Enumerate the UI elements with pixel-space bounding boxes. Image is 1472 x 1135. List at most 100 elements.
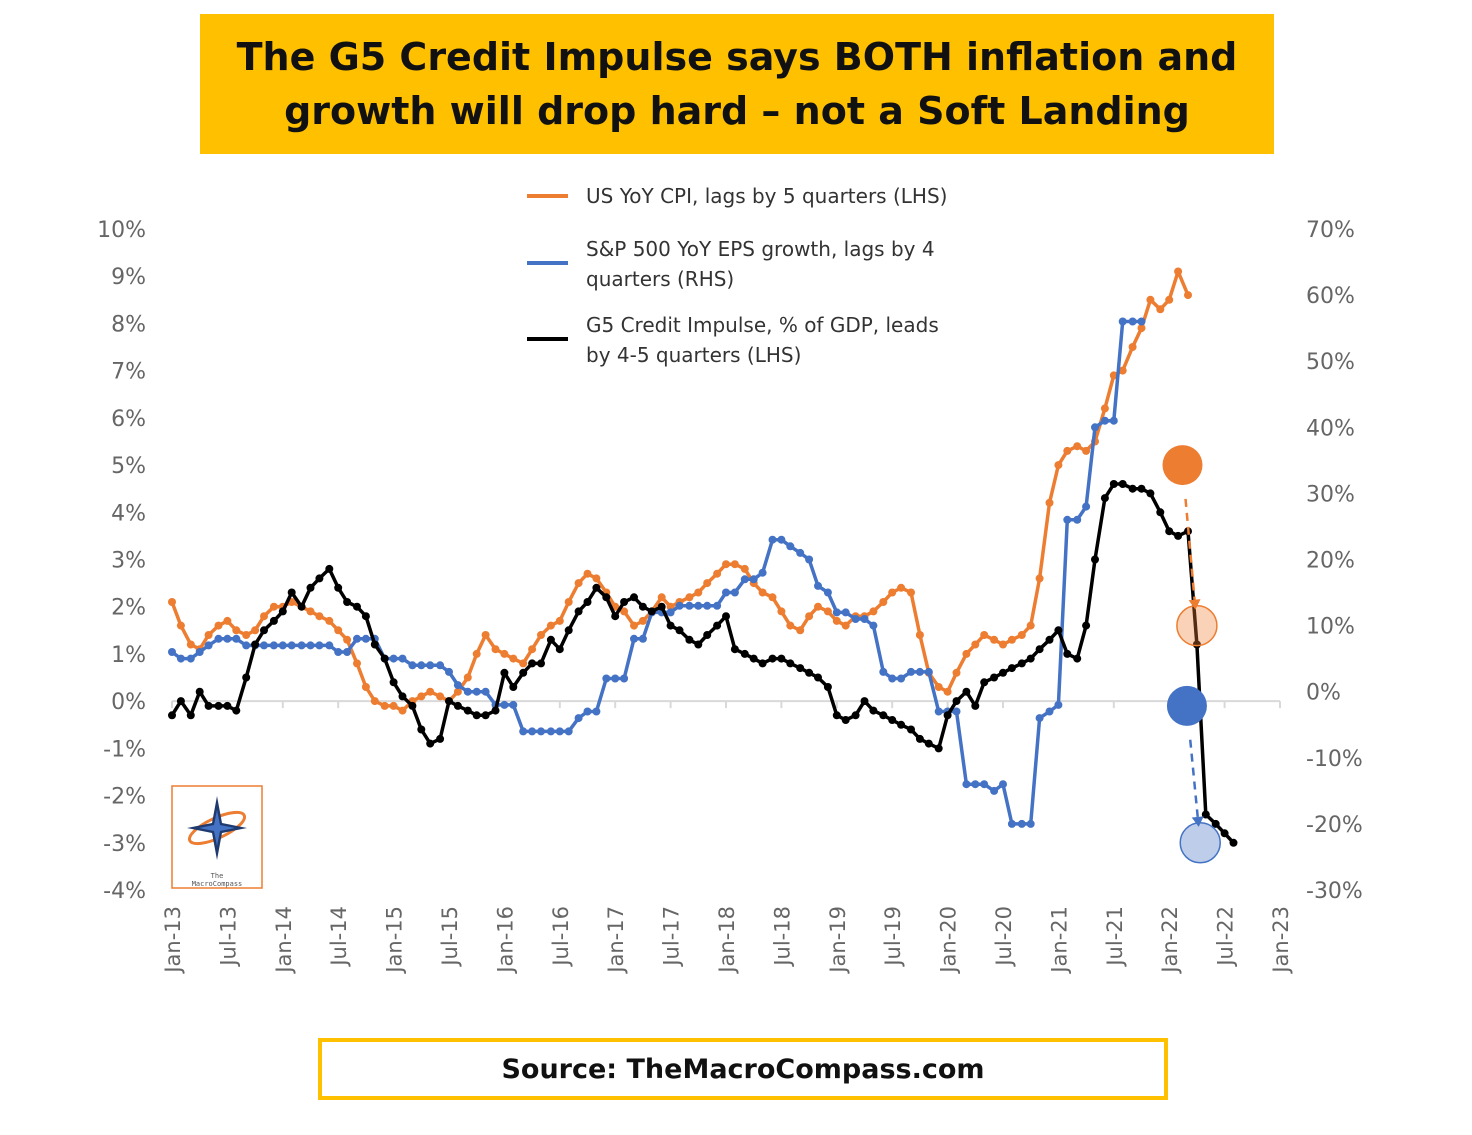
data-point: [408, 661, 417, 670]
data-point: [436, 661, 445, 670]
x-tick-label: Jul-18: [770, 906, 794, 968]
y-left-tick-label: 2%: [111, 596, 146, 621]
data-point: [287, 588, 296, 597]
data-point: [1109, 371, 1118, 380]
data-point: [1118, 317, 1127, 326]
data-point: [1146, 295, 1155, 304]
data-point: [749, 654, 758, 663]
legend: US YoY CPI, lags by 5 quarters (LHS) S&P …: [527, 184, 947, 367]
data-point: [361, 634, 370, 643]
arrow-shaft: [1184, 498, 1196, 600]
data-point: [768, 593, 777, 602]
data-point: [334, 583, 343, 592]
forecast-annotations: [1162, 445, 1221, 864]
data-point: [1128, 317, 1137, 326]
data-point: [860, 615, 869, 623]
data-point: [546, 621, 555, 630]
data-point: [1201, 810, 1210, 819]
data-point: [980, 678, 989, 687]
data-point: [777, 654, 786, 663]
y-right-tick-label: 0%: [1306, 681, 1341, 706]
y-left-tick-label: -2%: [103, 785, 146, 810]
data-point: [168, 648, 176, 656]
projected-level-marker: [1176, 604, 1218, 647]
data-point: [971, 701, 980, 710]
data-point: [962, 687, 971, 696]
data-point: [1073, 654, 1082, 663]
data-point: [814, 581, 822, 590]
data-point: [343, 648, 352, 656]
data-point: [685, 635, 694, 644]
data-point: [851, 711, 860, 720]
data-point: [1007, 635, 1016, 644]
data-point: [675, 601, 684, 610]
data-point: [408, 701, 417, 710]
x-tick-label: Jan-15: [383, 906, 407, 975]
data-point: [915, 667, 924, 676]
data-point: [325, 641, 334, 650]
data-point: [602, 593, 611, 602]
data-point: [638, 634, 647, 643]
data-point: [214, 701, 223, 710]
x-tick-label: Jul-19: [881, 906, 905, 968]
data-point: [251, 640, 260, 649]
source-text: Source: TheMacroCompass.com: [501, 1053, 985, 1085]
data-point: [694, 640, 703, 649]
data-point: [832, 711, 841, 720]
compass-star-icon: [187, 796, 247, 860]
data-point: [1026, 621, 1035, 630]
data-point: [740, 649, 749, 658]
data-point: [1229, 838, 1238, 847]
data-point: [186, 640, 195, 649]
data-point: [971, 780, 980, 789]
x-tick-label: Jul-17: [660, 906, 684, 968]
data-point: [796, 664, 805, 673]
data-point: [519, 727, 528, 736]
logo-text-the: The: [211, 872, 224, 880]
data-point: [481, 711, 490, 720]
data-point: [1082, 446, 1091, 455]
data-point: [242, 631, 251, 639]
series-line: [170, 482, 1235, 844]
data-point: [1045, 707, 1054, 716]
data-point: [934, 683, 943, 691]
data-point: [730, 560, 739, 569]
data-point: [999, 668, 1007, 677]
data-point: [481, 631, 490, 639]
data-point: [1063, 649, 1072, 658]
data-point: [805, 668, 814, 677]
data-point: [786, 621, 795, 630]
data-point: [620, 674, 629, 683]
data-point: [990, 673, 999, 682]
data-point: [897, 720, 906, 729]
data-point: [1128, 343, 1137, 351]
data-point: [1118, 366, 1127, 375]
data-point: [574, 579, 583, 588]
data-point: [546, 727, 555, 736]
data-point: [537, 659, 545, 668]
data-point: [611, 674, 620, 683]
data-point: [1137, 484, 1146, 493]
data-point: [1035, 714, 1044, 723]
data-point: [647, 607, 656, 616]
data-point: [223, 634, 232, 643]
data-point: [278, 641, 287, 650]
data-point: [999, 640, 1007, 649]
data-point: [869, 607, 878, 616]
data-point: [389, 654, 398, 663]
data-point: [214, 621, 223, 630]
x-tick-label: Jul-16: [549, 906, 573, 968]
arrow-head: [1188, 599, 1201, 610]
tick-labels: 10% 9% 8% 7% 6% 5% 4% 3% 2% 1% 0% -1% -2% -3% -4% 70% 60…: [97, 218, 1363, 975]
data-point: [980, 780, 989, 789]
data-point: [666, 608, 675, 617]
data-point: [204, 631, 213, 639]
data-point: [703, 601, 712, 610]
forecast-arrow-1: [1166, 685, 1221, 864]
data-point: [445, 667, 453, 676]
data-point: [574, 714, 583, 723]
data-point: [1184, 291, 1192, 300]
data-point: [796, 626, 805, 635]
y-right-tick-label: 30%: [1306, 482, 1355, 507]
data-point: [306, 583, 315, 592]
